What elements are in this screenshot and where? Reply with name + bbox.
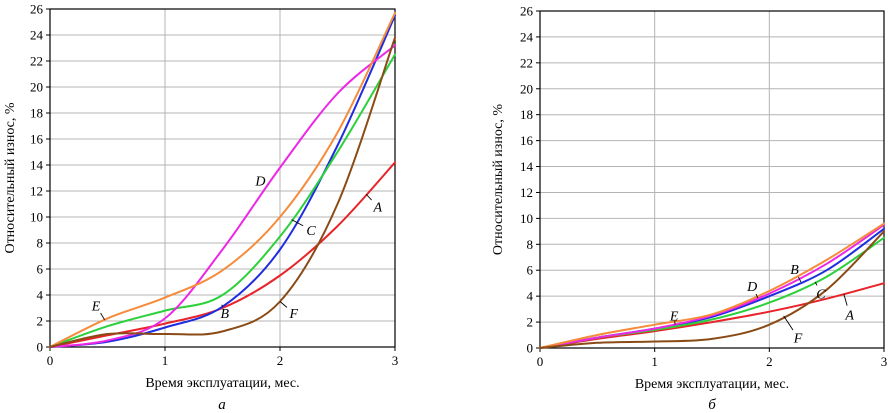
y-axis-label: Относительный износ, % (3, 102, 18, 253)
y-tick-label: 18 (520, 107, 533, 122)
y-tick-label: 0 (37, 340, 44, 355)
x-tick-label: 0 (537, 354, 544, 369)
x-tick-label: 0 (47, 353, 54, 368)
series-line-a (539, 282, 885, 349)
y-tick-label: 12 (30, 184, 43, 199)
y-tick-label: 22 (30, 54, 43, 69)
y-tick-label: 16 (520, 133, 534, 148)
y-tick-label: 26 (30, 2, 44, 17)
series-label-c: C (306, 224, 316, 239)
plot-frame (539, 10, 885, 349)
y-axis-label: Относительный износ, % (491, 104, 506, 255)
y-tick-label: 8 (37, 236, 44, 251)
y-tick-label: 6 (527, 263, 534, 278)
x-tick-label: 1 (162, 353, 169, 368)
plot-frame (49, 8, 396, 348)
series-line-b (539, 227, 885, 349)
series-label-d: D (746, 280, 757, 295)
x-tick-label: 2 (766, 354, 773, 369)
series-label-c: C (816, 288, 826, 303)
y-tick-label: 16 (30, 132, 44, 147)
series-leader-line (365, 193, 372, 201)
series-leader-line (291, 219, 304, 227)
y-tick-label: 20 (30, 80, 43, 95)
y-tick-label: 2 (527, 315, 534, 330)
series-leader-line (843, 293, 848, 306)
series-label-f: F (289, 307, 299, 322)
y-tick-label: 24 (30, 28, 44, 43)
series-leader-line (798, 276, 802, 283)
series-line-d (49, 44, 396, 348)
series-line-a (49, 161, 396, 348)
series-label-e: E (91, 299, 101, 314)
series-line-d (539, 223, 885, 349)
panel-label: а (218, 397, 226, 413)
x-axis-label: Время эксплуатации, мес. (145, 376, 299, 391)
y-tick-label: 24 (520, 29, 534, 44)
y-tick-label: 20 (520, 81, 533, 96)
series-leader-line (100, 312, 106, 321)
x-tick-label: 3 (392, 353, 399, 368)
series-leader-line (279, 301, 288, 308)
y-tick-label: 14 (30, 158, 44, 173)
series-leader-line (755, 293, 759, 299)
series-line-f (49, 36, 396, 348)
series-leader-line (814, 281, 818, 286)
y-tick-label: 18 (30, 106, 43, 121)
y-tick-label: 26 (520, 4, 534, 19)
y-tick-label: 4 (527, 289, 534, 304)
y-tick-label: 10 (30, 210, 43, 225)
y-tick-label: 14 (520, 159, 534, 174)
y-tick-label: 6 (37, 262, 44, 277)
series-label-a: A (844, 308, 854, 323)
series-leader-line (783, 315, 794, 331)
series-label-f: F (793, 332, 803, 347)
series-line-c (49, 53, 396, 348)
series-label-d: D (254, 175, 265, 190)
y-tick-label: 10 (520, 211, 533, 226)
series-label-b: B (790, 263, 799, 278)
series-line-f (539, 230, 885, 349)
x-tick-label: 1 (651, 354, 658, 369)
y-tick-label: 0 (527, 341, 534, 356)
series-line-b (49, 14, 396, 348)
series-label-b: B (221, 307, 230, 322)
series-line-c (539, 236, 885, 349)
panel-label: б (708, 397, 716, 413)
y-tick-label: 12 (520, 185, 533, 200)
y-tick-label: 4 (37, 288, 44, 303)
series-line-e (539, 222, 885, 349)
y-tick-label: 22 (520, 55, 533, 70)
series-leader-line (221, 304, 223, 307)
series-line-e (49, 11, 396, 348)
x-axis-label: Время эксплуатации, мес. (635, 377, 789, 392)
series-label-a: A (372, 201, 382, 216)
y-tick-label: 8 (527, 237, 534, 252)
series-label-e: E (669, 310, 679, 325)
x-tick-label: 3 (881, 354, 888, 369)
y-tick-label: 2 (37, 314, 44, 329)
x-tick-label: 2 (277, 353, 284, 368)
